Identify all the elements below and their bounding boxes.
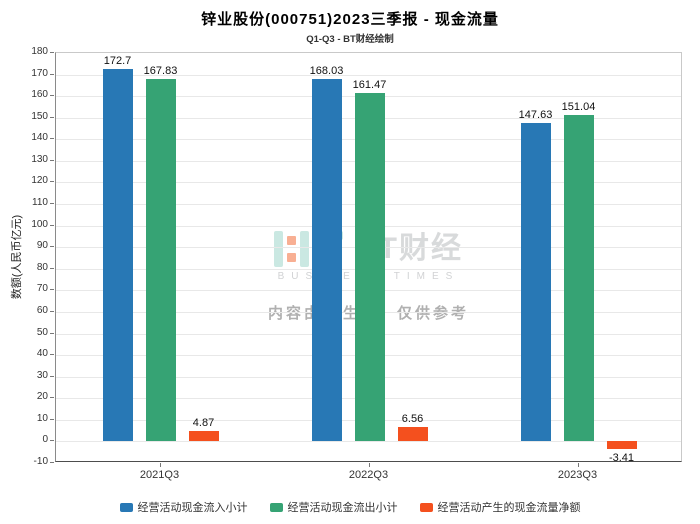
y-tick-label: 100 (31, 218, 48, 230)
bar (145, 79, 176, 442)
legend-item: 经营活动产生的现金流量净额 (419, 499, 581, 515)
y-tick-mark (50, 203, 54, 205)
y-tick-mark (50, 116, 54, 118)
bar (102, 68, 133, 442)
y-tick-label: 80 (36, 261, 48, 273)
bt-logo-bar-icon (274, 231, 283, 267)
y-tick-mark (50, 73, 54, 75)
y-tick-mark (50, 354, 54, 356)
bar-value-label: 172.7 (103, 54, 132, 67)
y-tick-label: 0 (42, 434, 48, 446)
bar (606, 441, 637, 449)
y-tick-label: 160 (31, 89, 48, 101)
y-tick-label: 50 (36, 326, 48, 338)
y-tick-mark (50, 332, 54, 334)
x-tick-label: 2023Q3 (557, 469, 598, 481)
bar (354, 92, 385, 442)
y-tick-mark (50, 397, 54, 399)
bar-value-label: 161.47 (352, 78, 387, 91)
y-tick-label: 70 (36, 283, 48, 295)
legend-item: 经营活动现金流出小计 (269, 499, 398, 515)
x-tick-mark (159, 463, 161, 467)
y-tick-mark (50, 418, 54, 420)
y-tick-label: 30 (36, 369, 48, 381)
y-tick-label: 90 (36, 240, 48, 252)
legend-swatch (269, 502, 283, 512)
gridline (56, 441, 681, 443)
bar (311, 78, 342, 442)
bar-value-label: 151.04 (561, 101, 596, 114)
y-tick-mark (50, 181, 54, 183)
y-tick-mark (50, 289, 54, 291)
bar-value-label: 168.03 (309, 64, 344, 77)
y-tick-label: 130 (31, 153, 48, 165)
y-tick-label: 140 (31, 132, 48, 144)
x-tick-mark (368, 463, 370, 467)
bar-value-label: 167.83 (143, 65, 178, 78)
bt-logo-dots-icon (287, 231, 296, 267)
legend-swatch (419, 502, 433, 512)
bar-value-label: 147.63 (518, 108, 553, 121)
chart-subtitle: Q1-Q3 - BT财经绘制 (306, 34, 394, 45)
bar-value-label: 6.56 (401, 413, 424, 426)
y-tick-label: 170 (31, 67, 48, 79)
y-tick-label: 60 (36, 304, 48, 316)
y-tick-label: 10 (36, 412, 48, 424)
y-tick-label: 40 (36, 348, 48, 360)
legend-label: 经营活动现金流入小计 (137, 502, 248, 514)
y-tick-label: 180 (31, 46, 48, 57)
y-tick-mark (50, 310, 54, 312)
y-tick-mark (50, 440, 54, 442)
gridline (56, 74, 681, 76)
y-tick-label: 150 (31, 110, 48, 122)
chart-title: 锌业股份(000751)2023三季报 - 现金流量 (201, 11, 499, 28)
legend-swatch (119, 502, 133, 512)
bar (563, 115, 594, 442)
y-tick-mark (50, 267, 54, 269)
y-tick-mark (50, 462, 54, 463)
x-tick-mark (577, 463, 579, 467)
x-tick-label: 2021Q3 (139, 469, 180, 481)
y-tick-mark (50, 375, 54, 377)
bt-logo-bar-icon (300, 231, 309, 267)
bar (188, 430, 219, 442)
y-tick-mark (50, 95, 54, 97)
x-tick-label: 2022Q3 (348, 469, 389, 481)
plot-area: BT财经 BUSINESS TIMES 内容由AI生成，仅供参考 172.716… (55, 52, 682, 464)
y-tick-label: -10 (33, 456, 48, 467)
legend-label: 经营活动现金流出小计 (287, 502, 398, 514)
y-tick-label: 20 (36, 391, 48, 403)
bar (397, 427, 428, 442)
y-tick-label: 110 (32, 197, 48, 209)
y-tick-mark (50, 224, 54, 226)
legend: 经营活动现金流入小计 经营活动现金流出小计 经营活动产生的现金流量净额 (0, 499, 700, 515)
y-tick-mark (50, 52, 54, 53)
y-tick-mark (50, 138, 54, 140)
y-tick-mark (50, 246, 54, 248)
legend-label: 经营活动产生的现金流量净额 (437, 502, 581, 514)
bar (520, 122, 551, 442)
y-tick-label: 120 (31, 175, 48, 187)
bar-value-label: -3.41 (608, 451, 635, 464)
y-tick-mark (50, 159, 54, 161)
bar-value-label: 4.87 (192, 416, 215, 429)
legend-item: 经营活动现金流入小计 (119, 499, 248, 515)
